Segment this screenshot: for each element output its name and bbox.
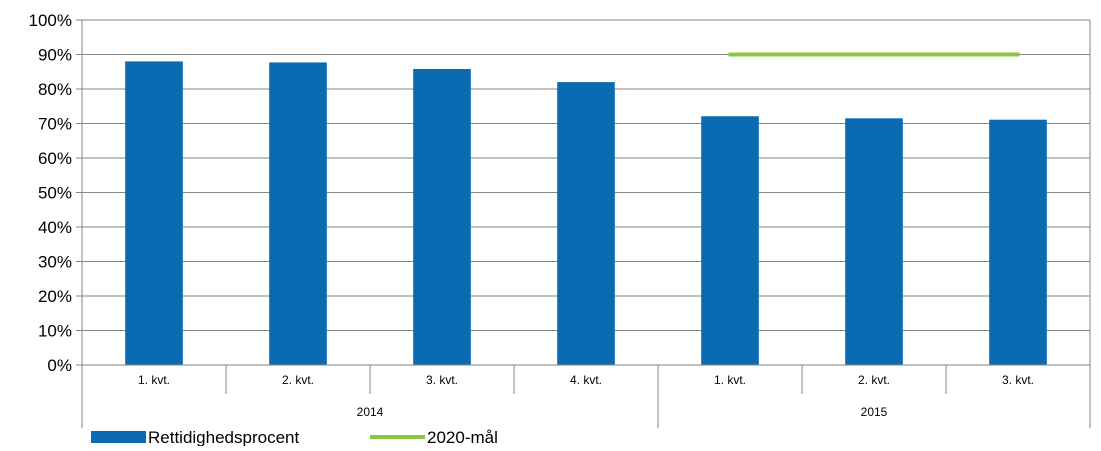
x-tick-label: 2. kvt.	[858, 373, 890, 387]
y-tick-label: 20%	[38, 287, 72, 306]
x-group-label: 2015	[861, 405, 888, 419]
bar	[989, 119, 1047, 365]
y-tick-label: 60%	[38, 149, 72, 168]
bar	[413, 68, 471, 366]
x-axis-ticks: 1. kvt. 2. kvt. 3. kvt. 4. kvt. 1. kvt. 2. kv…	[138, 373, 1034, 387]
legend-label: 2020-mål	[427, 428, 498, 446]
legend-swatch-bar	[91, 431, 146, 443]
y-tick-label: 50%	[38, 184, 72, 203]
x-tick-label: 3. kvt.	[1002, 373, 1034, 387]
bar	[269, 62, 327, 366]
bar	[701, 116, 759, 365]
y-tick-label: 40%	[38, 218, 72, 237]
x-axis-groups: 2014 2015	[357, 405, 888, 419]
x-tick-label: 2. kvt.	[282, 373, 314, 387]
bar	[845, 118, 903, 365]
bar	[125, 61, 183, 366]
legend-label: Rettidighedsprocent	[148, 428, 299, 446]
x-tick-label: 4. kvt.	[570, 373, 602, 387]
y-tick-label: 70%	[38, 115, 72, 134]
y-tick-label: 30%	[38, 253, 72, 272]
x-tick-label: 1. kvt.	[138, 373, 170, 387]
y-tick-label: 100%	[29, 11, 72, 30]
x-tick-label: 1. kvt.	[714, 373, 746, 387]
x-group-label: 2014	[357, 405, 384, 419]
axes	[76, 19, 1091, 428]
bar	[557, 82, 615, 365]
y-tick-label: 10%	[38, 322, 72, 341]
y-axis-ticks: 0% 10% 20% 30% 40% 50% 60% 70% 80% 90% 100%	[29, 11, 72, 375]
y-tick-label: 0%	[47, 356, 72, 375]
legend: Rettidighedsprocent 2020-mål	[91, 428, 498, 447]
bar-series-rettidighedsprocent	[125, 61, 1047, 366]
x-tick-label: 3. kvt.	[426, 373, 458, 387]
y-tick-label: 90%	[38, 46, 72, 65]
y-tick-label: 80%	[38, 80, 72, 99]
